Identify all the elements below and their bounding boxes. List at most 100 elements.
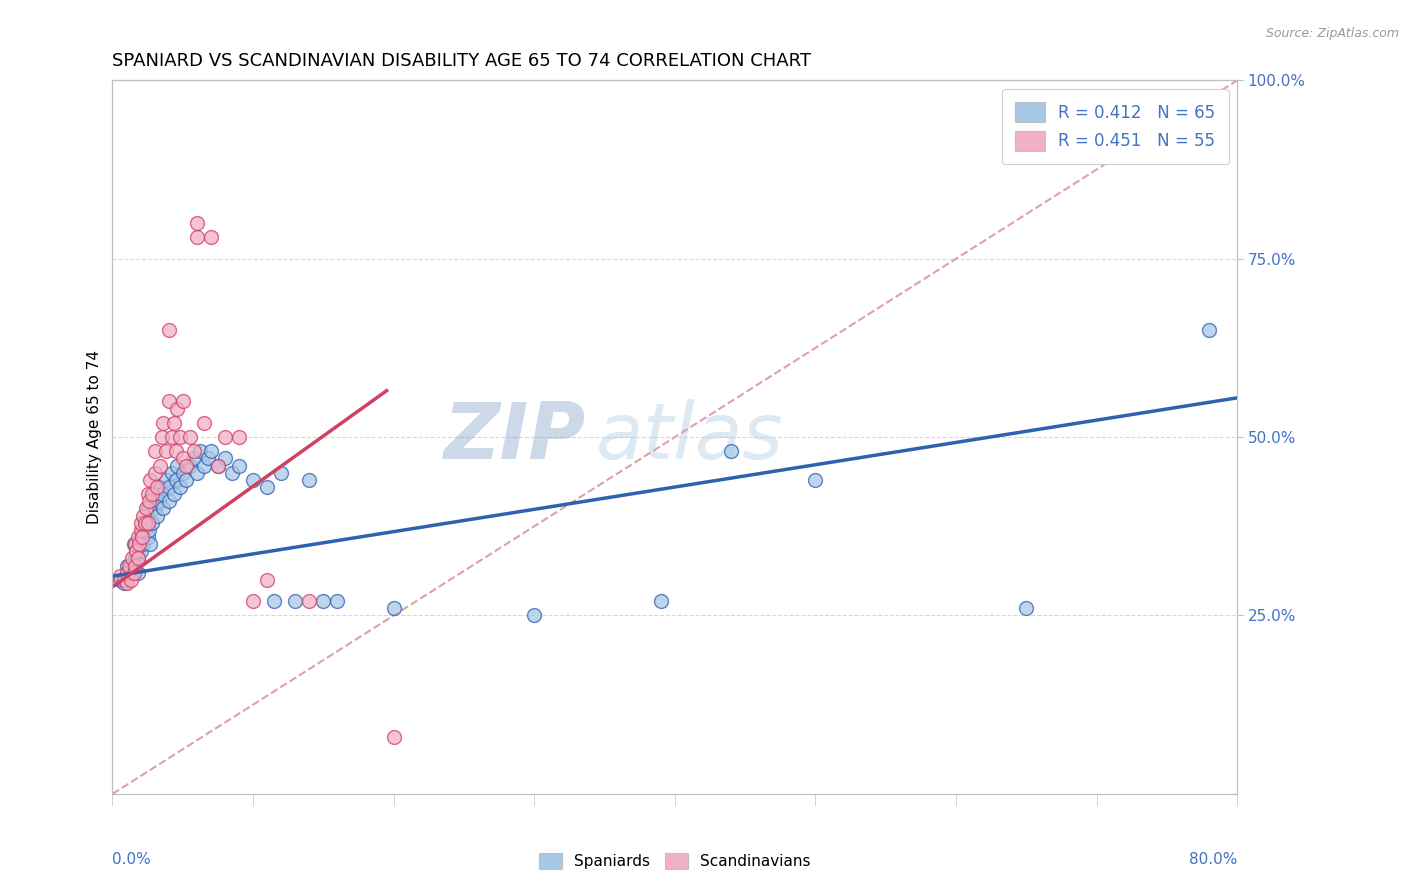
Point [108, 569, 131, 583]
Point [150, 487, 173, 501]
Text: Source: ZipAtlas.com: Source: ZipAtlas.com [1265, 27, 1399, 40]
Point [326, 594, 349, 608]
Point [141, 487, 163, 501]
Point [169, 480, 191, 494]
Point [1015, 601, 1038, 615]
Point [139, 537, 162, 551]
Point [163, 416, 186, 430]
Point [136, 530, 159, 544]
Point [382, 730, 405, 744]
Point [120, 573, 142, 587]
Point [115, 558, 138, 573]
Text: atlas: atlas [596, 399, 785, 475]
Point [155, 473, 177, 487]
Point [256, 573, 278, 587]
Point [200, 230, 222, 244]
Point [120, 566, 142, 580]
Point [127, 551, 149, 566]
Point [143, 501, 166, 516]
Point [132, 523, 155, 537]
Point [141, 516, 163, 530]
Point [242, 473, 264, 487]
Point [186, 466, 208, 480]
Point [125, 544, 148, 558]
Legend: Spaniards, Scandinavians: Spaniards, Scandinavians [533, 847, 817, 875]
Point [1198, 323, 1220, 337]
Point [165, 444, 187, 458]
Point [179, 430, 201, 444]
Point [720, 444, 742, 458]
Point [157, 480, 180, 494]
Point [284, 594, 307, 608]
Point [174, 458, 197, 473]
Legend: R = 0.412   N = 65, R = 0.451   N = 55: R = 0.412 N = 65, R = 0.451 N = 55 [1002, 88, 1229, 164]
Point [148, 494, 170, 508]
Point [207, 458, 229, 473]
Point [135, 516, 157, 530]
Point [298, 473, 321, 487]
Point [136, 487, 159, 501]
Point [152, 416, 174, 430]
Point [155, 444, 177, 458]
Point [132, 508, 155, 523]
Point [127, 566, 149, 580]
Point [200, 444, 222, 458]
Point [163, 487, 186, 501]
Point [132, 537, 155, 551]
Point [221, 466, 243, 480]
Point [121, 551, 143, 566]
Point [108, 573, 131, 587]
Point [136, 501, 159, 516]
Y-axis label: Disability Age 65 to 74: Disability Age 65 to 74 [87, 350, 103, 524]
Point [122, 558, 145, 573]
Point [160, 466, 183, 480]
Point [174, 473, 197, 487]
Text: 80.0%: 80.0% [1189, 852, 1237, 867]
Point [122, 537, 145, 551]
Point [183, 451, 205, 466]
Point [129, 523, 152, 537]
Point [127, 530, 149, 544]
Point [166, 401, 188, 416]
Point [115, 576, 138, 591]
Point [135, 501, 157, 516]
Point [115, 566, 138, 580]
Point [157, 323, 180, 337]
Point [118, 562, 141, 576]
Point [146, 508, 169, 523]
Point [228, 430, 250, 444]
Point [150, 430, 173, 444]
Point [186, 230, 208, 244]
Point [193, 458, 215, 473]
Point [186, 216, 208, 230]
Point [157, 394, 180, 409]
Point [129, 530, 152, 544]
Point [149, 458, 172, 473]
Point [179, 458, 201, 473]
Point [214, 451, 236, 466]
Point [149, 480, 172, 494]
Point [263, 594, 285, 608]
Point [172, 451, 194, 466]
Point [136, 516, 159, 530]
Point [165, 473, 187, 487]
Point [172, 466, 194, 480]
Point [146, 480, 169, 494]
Point [115, 569, 138, 583]
Point [157, 494, 180, 508]
Point [112, 573, 135, 587]
Point [270, 466, 292, 480]
Point [207, 458, 229, 473]
Point [124, 537, 146, 551]
Point [382, 601, 405, 615]
Point [804, 473, 827, 487]
Point [193, 416, 215, 430]
Point [228, 458, 250, 473]
Point [166, 458, 188, 473]
Text: 0.0%: 0.0% [112, 852, 152, 867]
Point [112, 576, 135, 591]
Point [134, 516, 156, 530]
Text: ZIP: ZIP [443, 399, 585, 475]
Point [298, 594, 321, 608]
Point [242, 594, 264, 608]
